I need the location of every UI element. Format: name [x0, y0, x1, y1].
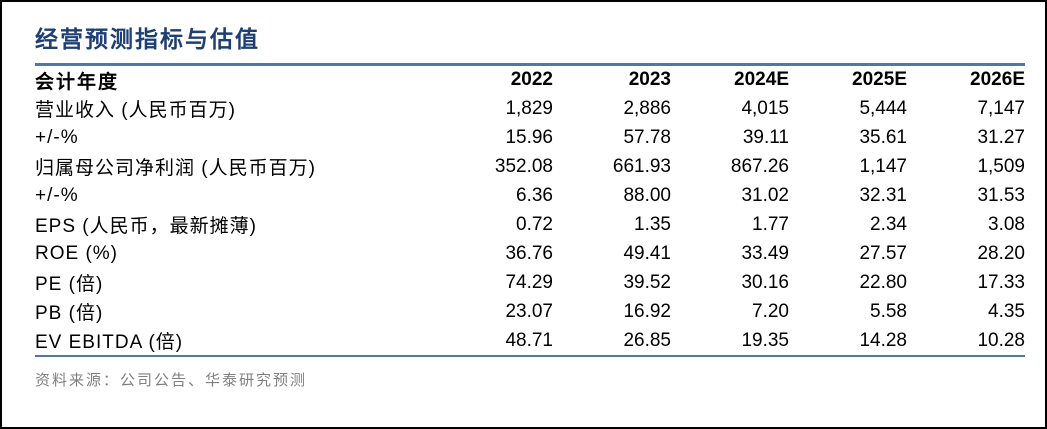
cell-value: 48.71	[505, 329, 553, 351]
row-label-net-profit: 归属母公司净利润 (人民币百万)	[35, 158, 316, 179]
column-header-2023: 2023	[628, 69, 671, 90]
cell-value: 26.85	[623, 329, 671, 351]
cell-value: 35.61	[859, 126, 907, 148]
section-title: 经营预测指标与估值	[35, 27, 260, 52]
cell-value: 17.33	[977, 271, 1025, 293]
cell-value: 4.35	[988, 300, 1025, 322]
row-label-ev-ebitda: EV EBITDA (倍)	[35, 332, 184, 353]
row-label-net-profit-growth: +/-%	[35, 184, 79, 206]
cell-value: 10.28	[977, 329, 1025, 351]
cell-value: 2,886	[623, 97, 671, 119]
table-row-pe: PE (倍) 74.29 39.52 30.16 22.80 17.33	[35, 268, 1025, 297]
column-header-2025e: 2025E	[852, 69, 907, 90]
table-row-net-profit-growth: +/-% 6.36 88.00 31.02 32.31 31.53	[35, 181, 1025, 210]
cell-value: 33.49	[741, 242, 789, 264]
cell-value: 49.41	[623, 242, 671, 264]
column-header-2024e: 2024E	[734, 69, 789, 90]
cell-value: 5,444	[859, 97, 907, 119]
table-row-pb: PB (倍) 23.07 16.92 7.20 5.58 4.35	[35, 297, 1025, 326]
cell-value: 6.36	[516, 184, 553, 206]
cell-value: 1,509	[977, 155, 1025, 177]
cell-value: 27.57	[859, 242, 907, 264]
financial-forecast-table: 会计年度 2022 2023 2024E 2025E 2026E 营业收入 (人…	[35, 66, 1025, 357]
cell-value: 1.77	[752, 213, 789, 235]
cell-value: 22.80	[859, 271, 907, 293]
cell-value: 1,147	[859, 155, 907, 177]
column-header-2026e: 2026E	[970, 69, 1025, 90]
cell-value: 2.34	[870, 213, 907, 235]
cell-value: 19.35	[741, 329, 789, 351]
cell-value: 23.07	[505, 300, 553, 322]
column-header-fiscal-year: 会计年度	[35, 71, 120, 93]
cell-value: 30.16	[741, 271, 789, 293]
cell-value: 74.29	[505, 271, 553, 293]
cell-value: 31.02	[741, 184, 789, 206]
cell-value: 31.27	[977, 126, 1025, 148]
row-label-roe: ROE (%)	[35, 242, 118, 264]
cell-value: 28.20	[977, 242, 1025, 264]
table-row-net-profit: 归属母公司净利润 (人民币百万) 352.08 661.93 867.26 1,…	[35, 152, 1025, 181]
cell-value: 5.58	[870, 300, 907, 322]
cell-value: 57.78	[623, 126, 671, 148]
cell-value: 36.76	[505, 242, 553, 264]
column-header-2022: 2022	[510, 69, 553, 90]
table-row-revenue: 营业收入 (人民币百万) 1,829 2,886 4,015 5,444 7,1…	[35, 94, 1025, 123]
row-label-pe: PE (倍)	[35, 274, 104, 295]
cell-value: 14.28	[859, 329, 907, 351]
row-label-pb: PB (倍)	[35, 303, 104, 324]
cell-value: 867.26	[730, 155, 789, 177]
source-note: 资料来源：公司公告、华泰研究预测	[35, 373, 308, 389]
cell-value: 0.72	[516, 213, 553, 235]
row-label-revenue-growth: +/-%	[35, 126, 79, 148]
table-row-ev-ebitda: EV EBITDA (倍) 48.71 26.85 19.35 14.28 10…	[35, 326, 1025, 356]
cell-value: 1,829	[505, 97, 553, 119]
cell-value: 39.52	[623, 271, 671, 293]
divider-top-rule	[35, 63, 1025, 66]
cell-value: 16.92	[623, 300, 671, 322]
cell-value: 39.11	[742, 126, 789, 148]
cell-value: 88.00	[623, 184, 671, 206]
row-label-revenue: 营业收入 (人民币百万)	[35, 100, 236, 121]
cell-value: 15.96	[505, 126, 553, 148]
row-label-eps: EPS (人民币，最新摊薄)	[35, 216, 257, 237]
cell-value: 7,147	[977, 97, 1025, 119]
cell-value: 32.31	[859, 184, 907, 206]
cell-value: 3.08	[988, 213, 1025, 235]
cell-value: 352.08	[494, 155, 553, 177]
table-header-row: 会计年度 2022 2023 2024E 2025E 2026E	[35, 66, 1025, 94]
table-row-roe: ROE (%) 36.76 49.41 33.49 27.57 28.20	[35, 239, 1025, 268]
cell-value: 31.53	[977, 184, 1025, 206]
cell-value: 661.93	[612, 155, 671, 177]
table-row-revenue-growth: +/-% 15.96 57.78 39.11 35.61 31.27	[35, 123, 1025, 152]
cell-value: 4,015	[741, 97, 789, 119]
cell-value: 1.35	[634, 213, 671, 235]
table-row-eps: EPS (人民币，最新摊薄) 0.72 1.35 1.77 2.34 3.08	[35, 210, 1025, 239]
cell-value: 7.20	[752, 300, 789, 322]
